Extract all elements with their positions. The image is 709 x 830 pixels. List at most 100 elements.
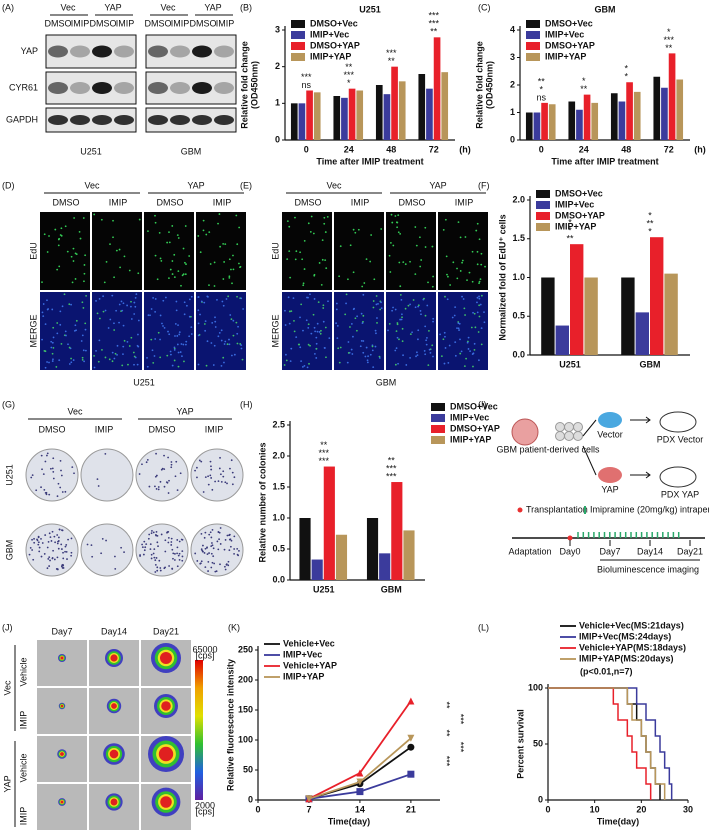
- cell-dot: [178, 333, 181, 336]
- label: IMIP: [216, 18, 235, 28]
- micro-image: [334, 212, 384, 290]
- cell-dot: [46, 299, 48, 302]
- colony-dot: [233, 476, 236, 479]
- bar: [555, 325, 569, 355]
- cell-dot: [293, 319, 295, 322]
- cell-dot: [79, 237, 82, 240]
- cell-dot: [169, 350, 172, 353]
- legend-swatch: [526, 42, 540, 50]
- cell-dot: [224, 243, 227, 246]
- bar: [298, 103, 306, 140]
- bar: [533, 112, 541, 140]
- marker: [356, 769, 364, 777]
- y-tick-label: 1: [275, 98, 280, 108]
- colony-dot: [174, 475, 177, 478]
- x-tick-label: GBM: [640, 359, 661, 369]
- cell-dot: [218, 331, 221, 334]
- cell-dot: [115, 309, 118, 312]
- legend-swatch: [526, 31, 540, 39]
- label: Bioluminescence imaging: [597, 564, 699, 574]
- cell-dot: [52, 326, 55, 329]
- cell-dot: [480, 327, 483, 330]
- cell-dot: [476, 263, 479, 266]
- colony-dot: [146, 458, 149, 461]
- blot-band: [192, 45, 212, 58]
- label: YAP: [21, 46, 38, 56]
- x-tick-label: 0: [304, 144, 309, 154]
- cell-dot: [466, 341, 469, 344]
- colony-dot: [214, 570, 217, 573]
- cell-dot: [483, 311, 485, 314]
- cell-dot: [432, 320, 434, 323]
- cell-dot: [72, 260, 75, 262]
- cell-dot: [366, 359, 369, 362]
- cell-dot: [431, 245, 434, 248]
- bar: [576, 109, 583, 140]
- label: Day7: [599, 546, 620, 556]
- colony-dot: [210, 545, 213, 548]
- cell-dot: [113, 329, 116, 331]
- cell-dot: [75, 319, 78, 322]
- colony-dot: [65, 550, 68, 553]
- colony-dot: [114, 555, 116, 558]
- cell-dot: [454, 306, 457, 308]
- colony-dot: [176, 489, 179, 492]
- cell-dot: [431, 344, 434, 347]
- legend-label: Vehicle+YAP: [283, 660, 337, 670]
- cell-dot: [347, 278, 349, 281]
- colony-dot: [207, 483, 210, 486]
- colony-dot: [144, 546, 147, 549]
- cell-dot: [425, 339, 428, 342]
- colony-dot: [170, 463, 173, 466]
- colony-dot: [46, 454, 48, 457]
- colony-dot: [224, 568, 227, 571]
- x-tick-label: 10: [590, 804, 600, 814]
- micro-image: [144, 212, 194, 290]
- cell-dot: [223, 261, 226, 263]
- cell-dot: [360, 340, 363, 342]
- cell-dot: [360, 312, 363, 315]
- cell-dot: [424, 314, 427, 317]
- blot-band: [70, 45, 90, 58]
- y-tick-label: 50: [533, 738, 543, 748]
- cell-dot: [44, 323, 47, 326]
- colony-dot: [123, 551, 125, 553]
- marker: [356, 778, 364, 786]
- colony-dot: [153, 548, 156, 551]
- arrow: [582, 419, 597, 437]
- cell-dot: [456, 327, 458, 330]
- cell-dot: [480, 343, 483, 346]
- y-tick-label: 200: [238, 674, 253, 684]
- colony-dot: [49, 536, 52, 539]
- colony-dot: [59, 459, 62, 462]
- cell-dot: [52, 336, 55, 339]
- colony-dot: [167, 492, 170, 494]
- cell-dot: [420, 259, 423, 261]
- cell-dot: [417, 338, 419, 341]
- signal: [109, 749, 119, 759]
- cell-dot: [173, 359, 176, 362]
- significance: **: [388, 56, 396, 66]
- colony-dot: [200, 460, 203, 463]
- cell-dot: [300, 360, 303, 363]
- cell-dot: [203, 301, 206, 304]
- cell-dot: [306, 296, 308, 299]
- x-tick-label: 24: [344, 144, 354, 154]
- cell-dot: [362, 314, 365, 317]
- cell-dot: [228, 275, 231, 278]
- cell-dot: [154, 298, 157, 300]
- colony-dot: [238, 549, 240, 552]
- blot-band: [192, 82, 212, 94]
- colony-dot: [32, 558, 35, 561]
- cell-dot: [396, 336, 399, 339]
- colony-dot: [56, 542, 59, 545]
- bar: [635, 312, 649, 355]
- cell-dot: [174, 335, 176, 337]
- legend-label: DMSO+YAP: [450, 423, 500, 433]
- cell-dot: [51, 360, 54, 362]
- cell-dot: [104, 309, 107, 312]
- cell-dot: [400, 298, 403, 301]
- cell-dot: [190, 326, 193, 329]
- significance: ns: [301, 80, 311, 90]
- y-axis-label: (OD450nm): [249, 61, 259, 109]
